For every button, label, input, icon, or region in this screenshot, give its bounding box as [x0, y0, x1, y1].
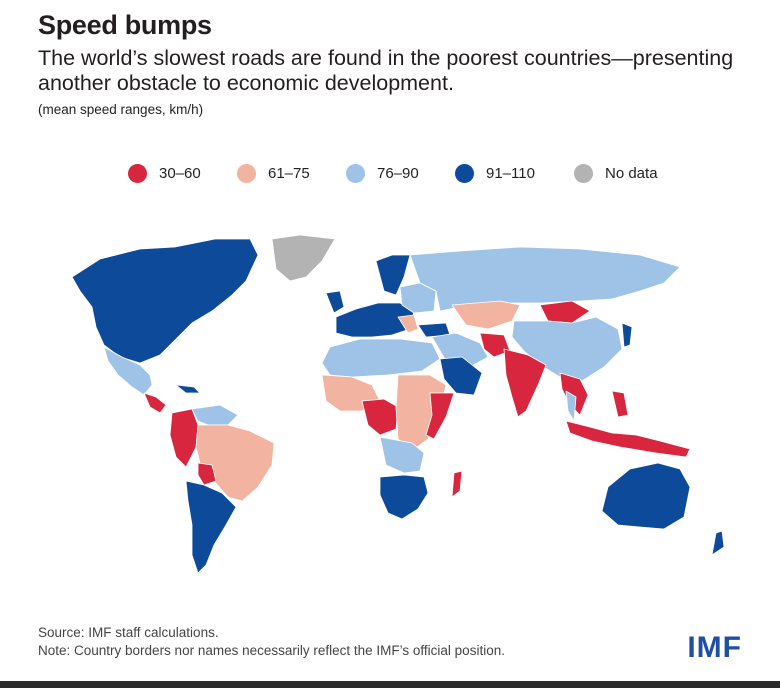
source-notes: Source: IMF staff calculations. Note: Co… — [38, 624, 505, 660]
region-brazil — [195, 424, 275, 502]
region-madagascar — [451, 470, 463, 498]
region-mexico — [103, 346, 153, 396]
legend-swatch — [346, 163, 365, 183]
legend-swatch — [455, 163, 474, 183]
region-bolivia — [197, 462, 217, 486]
world-map — [71, 234, 725, 574]
region-balkans — [397, 314, 419, 334]
unit-note: (mean speed ranges, km/h) — [38, 102, 204, 117]
imf-logo: IMF — [687, 631, 742, 664]
region-korea-japan — [621, 322, 633, 348]
legend-item-30-60: 30–60 — [128, 160, 201, 186]
chart-subtitle: The world’s slowest roads are found in t… — [38, 46, 734, 95]
legend-item-no-data: No data — [574, 160, 658, 186]
legend-label: No data — [605, 164, 658, 182]
note-line: Note: Country borders nor names necessar… — [38, 643, 505, 658]
legend-label: 91–110 — [486, 164, 535, 182]
region-horn-of-africa — [425, 392, 455, 440]
region-canada-usa — [71, 238, 259, 364]
region-north-africa — [321, 338, 441, 378]
legend-label: 61–75 — [268, 164, 310, 182]
region-colombia-peru — [169, 408, 199, 468]
region-afghanistan-pakistan — [479, 332, 511, 358]
region-southern-africa — [379, 474, 429, 520]
region-australia — [601, 462, 691, 530]
region-thailand-malaysia — [565, 390, 577, 422]
region-china — [511, 316, 623, 382]
bottom-rule — [0, 681, 780, 688]
region-scandinavia — [375, 254, 411, 296]
legend-label: 76–90 — [377, 164, 419, 182]
region-arabian-peninsula — [439, 356, 483, 396]
region-southeast-asia-mainland — [559, 372, 589, 416]
region-southern-central-africa — [379, 436, 425, 474]
legend-item-61-75: 61–75 — [237, 160, 310, 186]
region-new-zealand — [711, 530, 725, 556]
region-mongolia — [539, 300, 591, 324]
region-indonesia — [565, 420, 691, 458]
region-caribbean — [175, 384, 201, 394]
region-central-asia — [451, 300, 521, 330]
legend-swatch — [128, 163, 147, 183]
region-venezuela-guianas — [191, 404, 239, 426]
region-iceland-uk — [325, 290, 345, 314]
legend-swatch — [237, 163, 256, 183]
legend-label: 30–60 — [159, 164, 201, 182]
legend-item-91-110: 91–110 — [455, 160, 535, 186]
region-greenland — [271, 234, 336, 282]
legend: 30–60 61–75 76–90 91–110 No data — [0, 160, 780, 186]
legend-item-76-90: 76–90 — [346, 160, 419, 186]
region-southern-cone — [185, 480, 237, 574]
region-india — [503, 348, 547, 418]
source-line: Source: IMF staff calculations. — [38, 625, 219, 640]
region-russia — [409, 246, 681, 312]
region-philippines — [611, 390, 629, 418]
region-central-africa — [361, 398, 399, 436]
legend-swatch — [574, 163, 593, 183]
region-central-america — [143, 392, 167, 414]
chart-title: Speed bumps — [38, 10, 212, 40]
